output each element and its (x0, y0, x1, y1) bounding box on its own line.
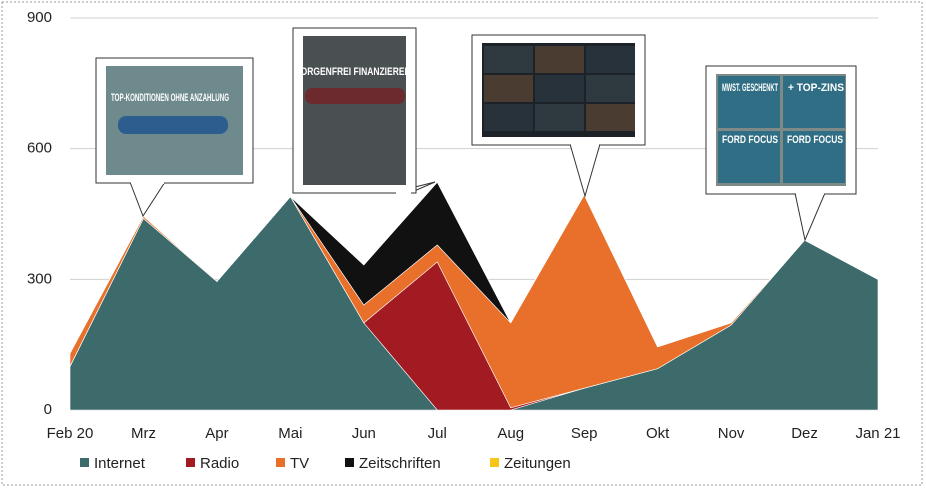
x-tick-label: Mrz (131, 425, 156, 442)
ad-tile (484, 104, 533, 131)
x-tick-label: Apr (205, 425, 228, 442)
chart: TOP-KONDITIONEN OHNE ANZAHLUNG SORGENFREI… (0, 0, 926, 488)
y-tick-label: 600 (27, 140, 52, 157)
y-tick-label: 300 (27, 270, 52, 287)
ad-car (305, 88, 405, 104)
ad-tile (535, 75, 584, 102)
callout-pointer (570, 144, 600, 196)
ad-image (303, 36, 406, 185)
annotation: SORGENFREI FINANZIEREN. (295, 66, 413, 78)
x-tick-label: Feb 20 (47, 425, 94, 442)
legend-swatch (186, 458, 195, 467)
x-tick-label: Okt (646, 425, 670, 442)
legend-label: Zeitschriften (359, 455, 441, 472)
ad-tile (484, 46, 533, 73)
x-tick-label: Aug (497, 425, 524, 442)
x-tick-label: Jun (352, 425, 376, 442)
ad-tile (586, 104, 635, 131)
y-tick-label: 900 (27, 9, 52, 26)
annotation: MWST. GESCHENKT (722, 82, 778, 94)
x-tick-label: Jan 21 (855, 425, 900, 442)
ad-tile (586, 75, 635, 102)
x-tick-label: Nov (718, 425, 745, 442)
x-tick-label: Jul (428, 425, 447, 442)
annotation: TOP-KONDITIONEN OHNE ANZAHLUNG (111, 92, 229, 104)
legend-swatch (80, 458, 89, 467)
x-tick-label: Dez (791, 425, 818, 442)
legend-label: TV (290, 455, 309, 472)
ad-tile (484, 75, 533, 102)
callout-pointer (795, 193, 825, 240)
y-tick-label: 0 (44, 401, 52, 418)
legend-label: Internet (94, 455, 146, 472)
legend-swatch (490, 458, 499, 467)
legend-label: Radio (200, 455, 239, 472)
annotation: FORD FOCUS (722, 134, 778, 146)
ad-car (118, 116, 228, 134)
x-tick-label: Mai (278, 425, 302, 442)
legend-swatch (276, 458, 285, 467)
annotation: FORD FOCUS (787, 134, 843, 146)
legend-swatch (345, 458, 354, 467)
x-tick-label: Sep (571, 425, 598, 442)
annotation: + TOP-ZINS (788, 82, 844, 94)
ad-tile (586, 46, 635, 73)
callout-pointer (130, 182, 165, 216)
ad-tile (535, 46, 584, 73)
legend-label: Zeitungen (504, 455, 571, 472)
ad-tile (535, 104, 584, 131)
